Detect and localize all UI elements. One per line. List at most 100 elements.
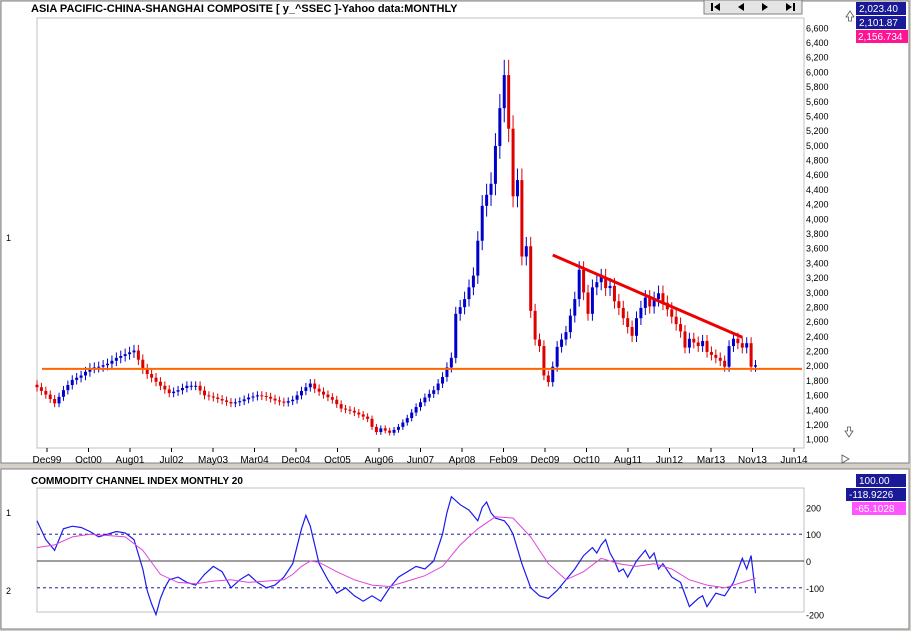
candle-body [639,307,643,319]
candle-body [617,301,621,308]
next-icon[interactable] [752,0,776,14]
candle-body [383,428,387,431]
candle-body [436,383,440,391]
candle-body [172,391,176,394]
candle-body [652,299,656,307]
candle-body [379,428,383,433]
y-tick-label: 4,000 [806,214,829,224]
candle-body [335,399,339,405]
y-tick-label: 1,400 [806,405,829,415]
candle-body [529,246,533,311]
candle-body [141,359,145,369]
candle-body [410,412,414,419]
cci-signal-line [36,516,756,589]
candle-body [136,350,140,360]
candle-body [158,381,162,386]
candle-body [299,390,303,396]
candle-body [392,429,396,433]
candle-body [520,180,524,257]
candle-body [573,299,577,316]
candle-body [396,426,400,430]
candle-body [194,385,198,387]
y-tick-label: 1,800 [806,376,829,386]
candle-body [727,346,731,367]
candle-body [286,401,290,403]
candle-body [154,377,158,382]
y-tick-label: 3,200 [806,273,829,283]
candle-body [476,240,480,276]
scroll-up-icon[interactable] [845,10,855,22]
candle-body [582,269,586,293]
candle-body [242,399,246,402]
cci-y-tick-label: 200 [806,503,821,513]
price-plot-area [36,17,805,449]
candle-body [634,318,638,336]
scroll-right-icon[interactable] [841,454,850,464]
candle-body [458,307,462,314]
candle-body [463,299,467,308]
candle-body [621,307,625,319]
y-tick-label: 3,800 [806,229,829,239]
y-tick-label: 1,600 [806,391,829,401]
candle-body [238,401,242,403]
candle-body [679,324,683,332]
candle-body [295,395,299,400]
candle-body [225,400,229,402]
candle-body [207,395,211,397]
x-tick-label: Jun12 [656,455,684,466]
candle-body [718,357,722,361]
candle-body [595,282,599,288]
candle-body [604,277,608,289]
candle-body [313,383,317,389]
candle-body [357,412,361,415]
last-icon[interactable] [776,0,802,14]
candle-body [352,410,356,413]
cci-badge-3: -65.1028 [855,504,895,515]
y-tick-label: 5,000 [806,141,829,151]
scroll-down-icon[interactable] [844,426,854,438]
candle-body [405,418,409,423]
candle-body [132,350,136,353]
candle-body [366,416,370,419]
candle-body [714,354,718,358]
cci-badge-1: 100.00 [859,476,890,487]
candle-body [560,339,564,347]
cci-pane-label-1: 1 [6,508,11,518]
x-tick-label: Feb09 [489,455,518,466]
y-tick-label: 4,200 [806,200,829,210]
candle-body [361,414,365,417]
cci-pane-label-2: 2 [6,586,11,596]
prev-icon[interactable] [728,0,752,14]
y-tick-label: 2,400 [806,332,829,342]
x-tick-label: Mar04 [240,455,269,466]
y-tick-label: 6,200 [806,53,829,63]
y-tick-label: 4,800 [806,156,829,166]
candle-body [66,385,70,391]
candle-body [626,318,630,328]
first-icon[interactable] [704,0,728,14]
cci-y-tick-label: 0 [806,557,811,567]
candle-body [35,384,39,388]
candle-body [322,391,326,395]
y-tick-label: 2,000 [806,361,829,371]
candle-body [39,387,43,391]
cci-badge-2: -118.9226 [849,490,894,501]
candle-body [388,430,392,433]
candle-body [70,379,74,386]
x-tick-label: Oct05 [324,455,351,466]
x-tick-label: Aug01 [116,455,145,466]
candle-body [233,402,237,404]
candle-body [114,357,118,361]
candle-body [731,338,735,347]
candle-body [185,385,189,388]
x-tick-label: Nov13 [738,455,767,466]
candle-body [515,180,519,197]
x-tick-label: Apr08 [449,455,476,466]
y-tick-label: 4,400 [806,185,829,195]
x-tick-label: Aug06 [365,455,394,466]
candle-body [282,401,286,403]
candle-body [612,285,616,302]
candle-body [564,332,568,340]
y-tick-label: 4,600 [806,170,829,180]
candle-body [608,285,612,289]
